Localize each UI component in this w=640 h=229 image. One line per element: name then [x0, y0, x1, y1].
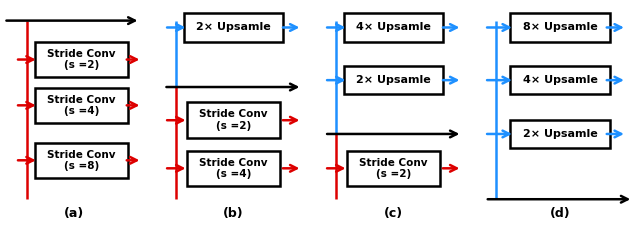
FancyBboxPatch shape — [344, 13, 443, 42]
FancyBboxPatch shape — [35, 42, 128, 77]
FancyBboxPatch shape — [347, 151, 440, 186]
Text: 2× Upsamle: 2× Upsamle — [356, 75, 431, 85]
Text: (a): (a) — [63, 207, 84, 220]
Text: 4× Upsamle: 4× Upsamle — [356, 22, 431, 33]
Text: Stride Conv
(s =2): Stride Conv (s =2) — [47, 49, 116, 70]
Text: 2× Upsamle: 2× Upsamle — [196, 22, 271, 33]
FancyBboxPatch shape — [511, 120, 610, 148]
Text: 4× Upsamle: 4× Upsamle — [523, 75, 597, 85]
Text: (c): (c) — [384, 207, 403, 220]
FancyBboxPatch shape — [187, 151, 280, 186]
Text: 8× Upsamle: 8× Upsamle — [523, 22, 597, 33]
FancyBboxPatch shape — [35, 88, 128, 123]
Text: (b): (b) — [223, 207, 244, 220]
FancyBboxPatch shape — [511, 13, 610, 42]
Text: Stride Conv
(s =8): Stride Conv (s =8) — [47, 150, 116, 171]
FancyBboxPatch shape — [35, 142, 128, 178]
FancyBboxPatch shape — [344, 66, 443, 95]
Text: Stride Conv
(s =4): Stride Conv (s =4) — [47, 95, 116, 116]
Text: Stride Conv
(s =2): Stride Conv (s =2) — [359, 158, 428, 179]
Text: Stride Conv
(s =4): Stride Conv (s =4) — [199, 158, 268, 179]
Text: Stride Conv
(s =2): Stride Conv (s =2) — [199, 109, 268, 131]
FancyBboxPatch shape — [511, 66, 610, 95]
FancyBboxPatch shape — [187, 103, 280, 138]
Text: (d): (d) — [550, 207, 570, 220]
Text: 2× Upsamle: 2× Upsamle — [523, 129, 597, 139]
FancyBboxPatch shape — [184, 13, 283, 42]
